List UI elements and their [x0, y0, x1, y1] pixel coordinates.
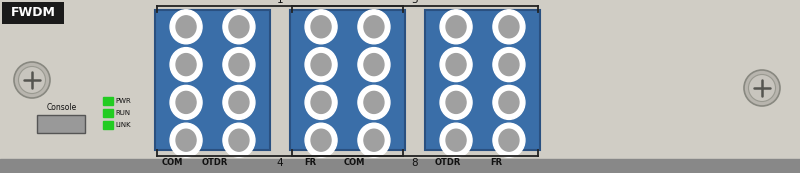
- Ellipse shape: [170, 48, 202, 82]
- Ellipse shape: [305, 48, 337, 82]
- Ellipse shape: [364, 16, 384, 38]
- Ellipse shape: [358, 48, 390, 82]
- Bar: [103, 97, 113, 105]
- Ellipse shape: [358, 85, 390, 119]
- Text: PWR: PWR: [115, 98, 130, 104]
- Ellipse shape: [311, 129, 331, 151]
- Ellipse shape: [364, 54, 384, 76]
- Text: 8: 8: [412, 158, 418, 168]
- Bar: [103, 121, 113, 129]
- Ellipse shape: [229, 16, 249, 38]
- Ellipse shape: [305, 85, 337, 119]
- Ellipse shape: [18, 66, 46, 93]
- Bar: [37, 115, 85, 133]
- Ellipse shape: [176, 16, 196, 38]
- Ellipse shape: [311, 16, 331, 38]
- Ellipse shape: [229, 54, 249, 76]
- Text: FR: FR: [490, 158, 502, 167]
- Ellipse shape: [358, 10, 390, 44]
- Ellipse shape: [446, 16, 466, 38]
- Ellipse shape: [170, 85, 202, 119]
- Text: Console: Console: [47, 103, 77, 112]
- Ellipse shape: [223, 85, 255, 119]
- Ellipse shape: [440, 85, 472, 119]
- Ellipse shape: [364, 91, 384, 113]
- Ellipse shape: [311, 91, 331, 113]
- Ellipse shape: [493, 48, 525, 82]
- Text: 5: 5: [412, 0, 418, 5]
- Text: COM: COM: [162, 158, 182, 167]
- Ellipse shape: [223, 48, 255, 82]
- Ellipse shape: [744, 70, 780, 106]
- Text: OTDR: OTDR: [435, 158, 461, 167]
- Bar: [155, 10, 270, 150]
- Bar: [0, 159, 800, 173]
- Ellipse shape: [364, 129, 384, 151]
- Ellipse shape: [493, 123, 525, 157]
- Ellipse shape: [176, 54, 196, 76]
- Bar: [425, 10, 540, 150]
- Text: 4: 4: [277, 158, 283, 168]
- Ellipse shape: [358, 123, 390, 157]
- Bar: [2, 2, 64, 24]
- Ellipse shape: [229, 91, 249, 113]
- Text: FWDM: FWDM: [10, 7, 55, 20]
- Ellipse shape: [499, 54, 519, 76]
- Ellipse shape: [446, 91, 466, 113]
- Text: LINK: LINK: [115, 122, 130, 128]
- Ellipse shape: [170, 123, 202, 157]
- Ellipse shape: [229, 129, 249, 151]
- Ellipse shape: [440, 123, 472, 157]
- Ellipse shape: [311, 54, 331, 76]
- Ellipse shape: [305, 10, 337, 44]
- Ellipse shape: [305, 123, 337, 157]
- Ellipse shape: [749, 75, 775, 102]
- Text: COM: COM: [343, 158, 365, 167]
- Ellipse shape: [493, 10, 525, 44]
- Bar: [290, 10, 405, 150]
- Ellipse shape: [176, 91, 196, 113]
- Ellipse shape: [176, 129, 196, 151]
- Ellipse shape: [499, 16, 519, 38]
- Ellipse shape: [493, 85, 525, 119]
- Ellipse shape: [446, 129, 466, 151]
- Ellipse shape: [223, 10, 255, 44]
- Bar: [103, 109, 113, 117]
- Ellipse shape: [14, 62, 50, 98]
- Ellipse shape: [499, 91, 519, 113]
- Text: RUN: RUN: [115, 110, 130, 116]
- Ellipse shape: [440, 48, 472, 82]
- Ellipse shape: [223, 123, 255, 157]
- Ellipse shape: [499, 129, 519, 151]
- Text: OTDR: OTDR: [202, 158, 228, 167]
- Text: 1: 1: [277, 0, 283, 5]
- Ellipse shape: [440, 10, 472, 44]
- Ellipse shape: [170, 10, 202, 44]
- Text: FR: FR: [304, 158, 316, 167]
- Ellipse shape: [446, 54, 466, 76]
